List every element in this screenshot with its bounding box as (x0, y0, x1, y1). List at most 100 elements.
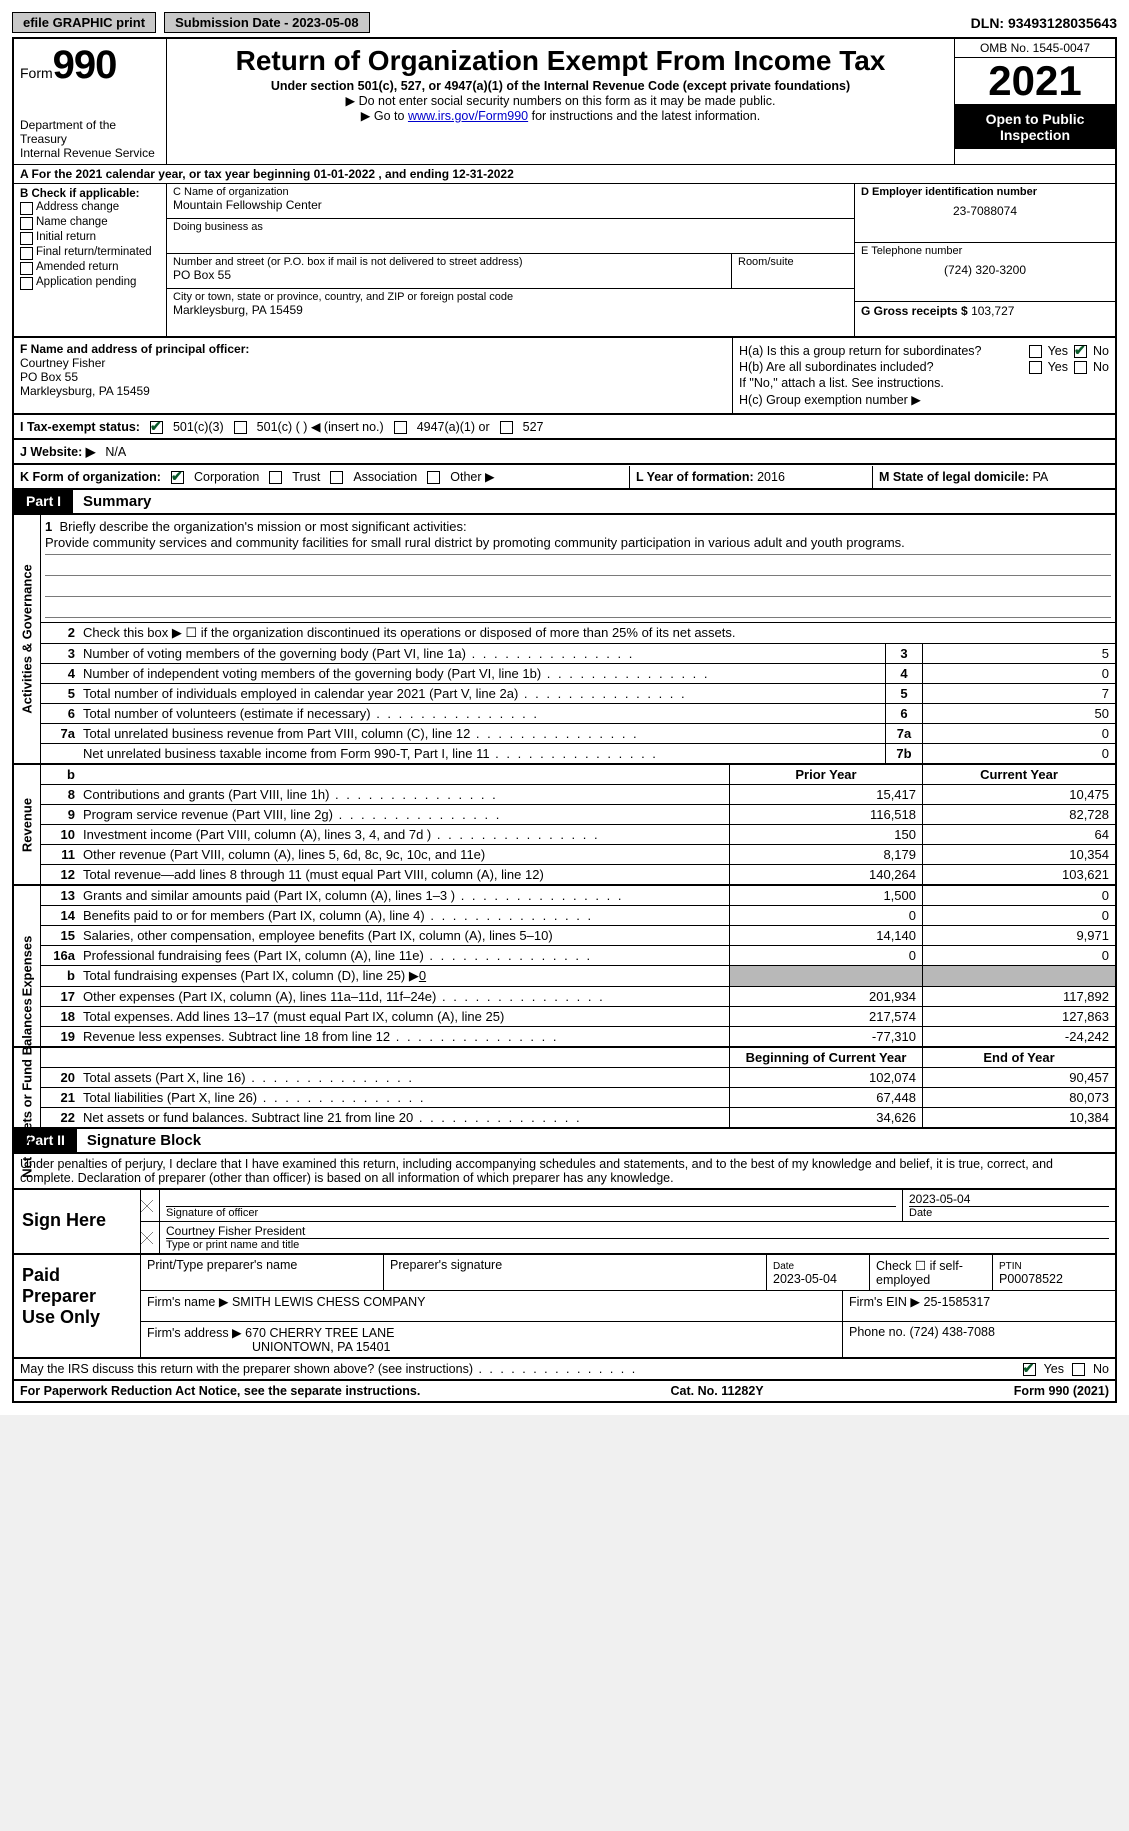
room-label: Room/suite (738, 256, 848, 268)
head-begin: Beginning of Current Year (729, 1048, 922, 1067)
room-cell: Room/suite (732, 254, 854, 289)
mission-blank (45, 576, 1111, 597)
checkbox-icon[interactable] (20, 262, 33, 275)
cb-name-change[interactable]: Name change (20, 216, 160, 230)
vtab-na: Net Assets or Fund Balances (14, 1048, 41, 1127)
cb-other[interactable] (427, 471, 440, 484)
line-7b: Net unrelated business taxable income fr… (41, 744, 1115, 763)
efile-print-button[interactable]: efile GRAPHIC print (12, 12, 156, 33)
cb-4947[interactable] (394, 421, 407, 434)
hb-no-checkbox[interactable] (1074, 361, 1087, 374)
l21-curr: 80,073 (922, 1088, 1115, 1107)
line-6: 6Total number of volunteers (estimate if… (41, 704, 1115, 724)
footer: For Paperwork Reduction Act Notice, see … (12, 1381, 1117, 1403)
ha-no-checkbox[interactable] (1074, 345, 1087, 358)
line-8: 8Contributions and grants (Part VIII, li… (41, 785, 1115, 805)
cb-pending[interactable]: Application pending (20, 276, 160, 290)
checkbox-icon[interactable] (20, 217, 33, 230)
l10-prior: 150 (729, 825, 922, 844)
cb-address-change[interactable]: Address change (20, 201, 160, 215)
city: Markleysburg, PA 15459 (173, 303, 848, 317)
l20-prior: 102,074 (729, 1068, 922, 1087)
ha-yes-checkbox[interactable] (1029, 345, 1042, 358)
header-right: OMB No. 1545-0047 2021 Open to Public In… (954, 39, 1115, 164)
na-block: Net Assets or Fund Balances Beginning of… (12, 1048, 1117, 1129)
l6-val: 50 (922, 704, 1115, 723)
yes-label: Yes (1048, 360, 1068, 374)
cb-initial-return[interactable]: Initial return (20, 231, 160, 245)
prep-name-h: Print/Type preparer's name (141, 1255, 384, 1290)
row-i: I Tax-exempt status: 501(c)(3) 501(c) ( … (12, 415, 1117, 440)
l12-prior: 140,264 (729, 865, 922, 884)
footer-cat: Cat. No. 11282Y (671, 1384, 764, 1398)
l6-desc: Total number of volunteers (estimate if … (79, 704, 885, 723)
year-formation: 2016 (757, 470, 785, 484)
l11-curr: 10,354 (922, 845, 1115, 864)
header-center: Return of Organization Exempt From Incom… (167, 39, 954, 164)
rev-content: b Prior Year Current Year 8Contributions… (41, 765, 1115, 884)
tel-label: E Telephone number (861, 245, 1109, 257)
cb-501c3[interactable] (150, 421, 163, 434)
dln: DLN: 93493128035643 (971, 15, 1117, 31)
ha-label: H(a) Is this a group return for subordin… (739, 344, 1023, 358)
lbl: Phone no. (849, 1325, 906, 1339)
col-b: B Check if applicable: Address change Na… (14, 184, 167, 336)
opt-501c3: 501(c)(3) (173, 420, 224, 434)
checkbox-icon[interactable] (20, 202, 33, 215)
part2-header: Part II Signature Block (12, 1129, 1117, 1154)
gross: 103,727 (971, 304, 1014, 318)
l5-desc: Total number of individuals employed in … (79, 684, 885, 703)
l17-curr: 117,892 (922, 987, 1115, 1006)
arrow-icon (141, 1222, 160, 1253)
cb-assoc[interactable] (330, 471, 343, 484)
l8-desc: Contributions and grants (Part VIII, lin… (79, 785, 729, 804)
firm-phone: Phone no. (724) 438-7088 (843, 1322, 1115, 1357)
opt-527: 527 (523, 420, 544, 434)
cb-501c[interactable] (234, 421, 247, 434)
discuss-no-checkbox[interactable] (1072, 1363, 1085, 1376)
l4-desc: Number of independent voting members of … (79, 664, 885, 683)
line-15: 15Salaries, other compensation, employee… (41, 926, 1115, 946)
line-13: 13Grants and similar amounts paid (Part … (41, 886, 1115, 906)
part1-header: Part I Summary (12, 490, 1117, 515)
sig-date-val: 2023-05-04 (909, 1192, 1109, 1206)
prep-row-1: Print/Type preparer's name Preparer's si… (141, 1255, 1115, 1291)
cb-corp[interactable] (171, 471, 184, 484)
cb-527[interactable] (500, 421, 513, 434)
checkbox-icon[interactable] (20, 247, 33, 260)
line-16b: bTotal fundraising expenses (Part IX, co… (41, 966, 1115, 987)
ein-cell: D Employer identification number 23-7088… (855, 184, 1115, 243)
cb-final-return[interactable]: Final return/terminated (20, 246, 160, 260)
row-m-seg: M State of legal domicile: PA (872, 466, 1115, 488)
j-label: J Website: ▶ (20, 444, 95, 459)
l22-desc: Net assets or fund balances. Subtract li… (79, 1108, 729, 1127)
col-f: F Name and address of principal officer:… (14, 338, 732, 413)
submission-date: Submission Date - 2023-05-08 (164, 12, 370, 33)
cb-trust[interactable] (269, 471, 282, 484)
col-de: D Employer identification number 23-7088… (854, 184, 1115, 336)
irs-link[interactable]: www.irs.gov/Form990 (408, 109, 528, 123)
hb-yes-checkbox[interactable] (1029, 361, 1042, 374)
l14-prior: 0 (729, 906, 922, 925)
cb-label: Address change (36, 201, 119, 213)
website: N/A (105, 445, 126, 459)
line-18: 18Total expenses. Add lines 13–17 (must … (41, 1007, 1115, 1027)
part1-title: Summary (73, 490, 161, 513)
penalty-text: Under penalties of perjury, I declare th… (12, 1154, 1117, 1190)
head-prior: Prior Year (729, 765, 922, 784)
l16b-pre: Total fundraising expenses (Part IX, col… (83, 968, 419, 983)
name-label: C Name of organization (173, 186, 848, 198)
head-current: Current Year (922, 765, 1115, 784)
lbl: Firm's address ▶ (147, 1326, 242, 1340)
part1-tab: Part I (14, 490, 73, 513)
checkbox-icon[interactable] (20, 277, 33, 290)
vtab-ag: Activities & Governance (14, 515, 41, 763)
cb-amended[interactable]: Amended return (20, 261, 160, 275)
sig-name-val: Courtney Fisher President (166, 1224, 1109, 1238)
checkbox-icon[interactable] (20, 232, 33, 245)
m-label: M State of legal domicile: (879, 470, 1029, 484)
discuss-yes-checkbox[interactable] (1023, 1363, 1036, 1376)
gross-cell: G Gross receipts $ 103,727 (855, 302, 1115, 336)
ein-label: D Employer identification number (861, 186, 1109, 198)
omb: OMB No. 1545-0047 (955, 39, 1115, 58)
